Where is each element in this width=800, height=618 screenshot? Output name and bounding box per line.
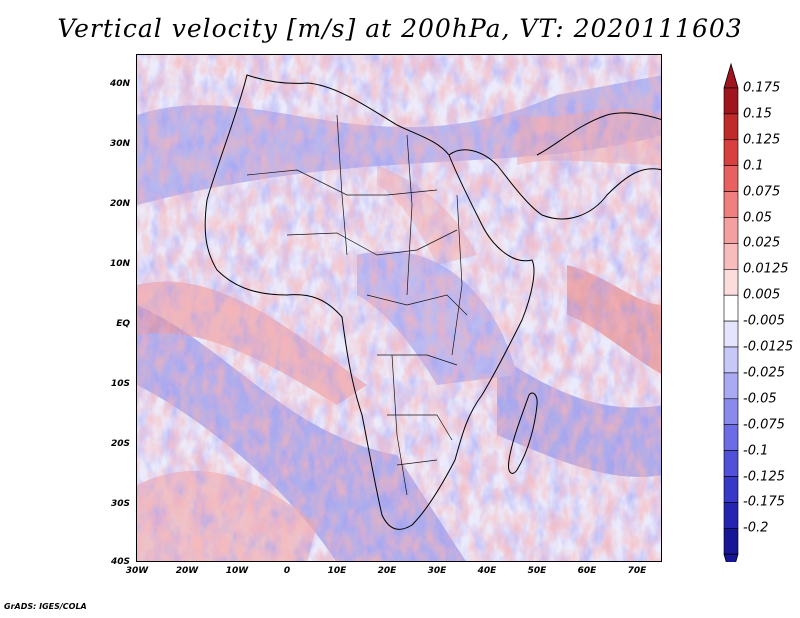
- colorbar-swatch: [723, 450, 739, 477]
- colorbar-tick-label: 0.1: [743, 158, 764, 174]
- coastlines: [204, 74, 661, 530]
- lon-label: 40E: [477, 566, 497, 576]
- colorbar-swatch: [723, 139, 739, 167]
- colorbar-tick-label: -0.1: [743, 443, 769, 459]
- colorbar-tick-label: 0.15: [743, 106, 772, 122]
- colorbar-swatch: [723, 398, 739, 425]
- lon-label: 70E: [627, 566, 647, 576]
- lon-label: 30E: [427, 566, 447, 576]
- colorbar-swatch: [723, 476, 739, 503]
- lon-label: 10E: [327, 566, 347, 576]
- country-borders: [246, 114, 468, 496]
- lat-label: 10N: [109, 259, 130, 269]
- colorbar-swatch: [723, 243, 739, 270]
- colorbar-swatch: [723, 527, 739, 555]
- lat-label: 40N: [109, 79, 130, 89]
- lon-label: 10W: [225, 566, 249, 576]
- colorbar-tick-label: 0.05: [743, 210, 772, 225]
- colorbar-tick-label: -0.0125: [743, 339, 794, 355]
- credit-text: GrADS: IGES/COLA: [4, 602, 87, 611]
- colorbar-swatch: [723, 346, 739, 374]
- lon-label: 0: [283, 566, 291, 576]
- colorbar-top-arrow: [723, 62, 739, 89]
- colorbar-tick-label: -0.175: [743, 494, 785, 510]
- colorbar-tick-label: 0.175: [743, 80, 781, 96]
- lon-label: 20E: [377, 566, 397, 576]
- colorbar-swatch: [723, 113, 739, 141]
- lat-label: 30S: [110, 499, 130, 509]
- colorbar-swatch: [723, 191, 739, 218]
- noise-texture: [137, 55, 661, 561]
- plot-title: Vertical velocity [m/s] at 200hPa, VT: 2…: [57, 14, 743, 43]
- colorbar-tick-label: 0.0125: [743, 261, 789, 277]
- colorbar-tick-label: 0.025: [743, 235, 781, 251]
- lat-label: EQ: [116, 319, 130, 329]
- colorbar-swatch: [723, 165, 739, 192]
- colorbar-swatch: [723, 502, 739, 529]
- lat-label: 20S: [110, 439, 130, 449]
- colorbar-tick-label: 0.125: [743, 132, 781, 148]
- lon-label: 30W: [125, 566, 149, 576]
- colorbar-tick-label: -0.05: [743, 391, 777, 407]
- lat-label: 30N: [109, 139, 130, 149]
- colorbar-swatch: [723, 87, 739, 115]
- lat-label: 10S: [110, 379, 130, 389]
- colorbar-tick-label: -0.2: [743, 520, 769, 536]
- colorbar-bottom-arrow: [723, 553, 739, 562]
- velocity-field-map: [137, 55, 661, 561]
- colorbar-tick-label: -0.005: [743, 313, 785, 329]
- lat-label: 20N: [109, 199, 130, 209]
- colorbar-tick-label: -0.125: [743, 469, 785, 484]
- lon-label: 20W: [175, 566, 199, 576]
- map-panel: [136, 54, 662, 562]
- lat-label: 40S: [110, 557, 130, 567]
- colorbar-tick-label: -0.075: [743, 417, 785, 433]
- colorbar-swatch: [723, 372, 739, 400]
- colorbar-swatch: [723, 217, 739, 244]
- colorbar: [723, 62, 739, 562]
- colorbar-swatch: [723, 294, 739, 322]
- lon-label: 60E: [577, 566, 597, 576]
- colorbar-tick-label: 0.075: [743, 184, 781, 200]
- colorbar-swatch: [723, 424, 739, 451]
- colorbar-swatch: [723, 269, 739, 296]
- colorbar-tick-label: -0.025: [743, 365, 785, 381]
- colorbar-swatch: [723, 320, 739, 348]
- colorbar-tick-label: 0.005: [743, 287, 781, 303]
- lon-label: 50E: [527, 566, 547, 576]
